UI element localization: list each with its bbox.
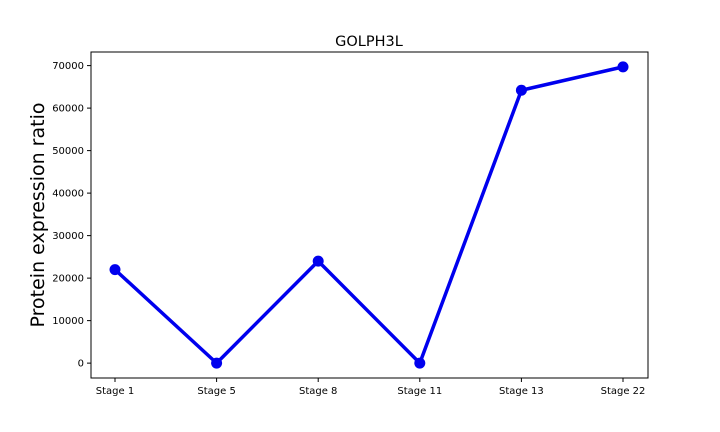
y-tick-label: 0 bbox=[78, 359, 84, 370]
data-point bbox=[515, 84, 527, 96]
data-point bbox=[617, 61, 629, 73]
x-axis: Stage 1 Stage 5 Stage 8 Stage 11 Stage 13 Sta… bbox=[96, 378, 646, 397]
x-tick-label: Stage 22 bbox=[601, 386, 646, 397]
x-tick-label: Stage 5 bbox=[197, 386, 235, 397]
plot-area-frame bbox=[90, 51, 649, 379]
data-series bbox=[109, 61, 629, 369]
y-tick-label: 20000 bbox=[52, 274, 84, 285]
x-tick-label: Stage 1 bbox=[96, 386, 134, 397]
x-tick-label: Stage 8 bbox=[299, 386, 337, 397]
y-tick-label: 40000 bbox=[52, 189, 84, 200]
y-tick-label: 30000 bbox=[52, 231, 84, 242]
data-point bbox=[109, 264, 121, 276]
y-axis-label: Protein expression ratio bbox=[27, 103, 49, 328]
y-tick-label: 60000 bbox=[52, 104, 84, 115]
data-point bbox=[414, 357, 426, 369]
y-tick-label: 10000 bbox=[52, 316, 84, 327]
y-tick-label: 50000 bbox=[52, 146, 84, 157]
chart-title: GOLPH3L bbox=[335, 34, 403, 50]
x-tick-label: Stage 13 bbox=[499, 386, 544, 397]
y-tick-label: 70000 bbox=[52, 61, 84, 72]
data-point bbox=[312, 255, 324, 267]
y-axis: 0 10000 20000 30000 40000 50000 60000 70000 bbox=[52, 61, 91, 370]
data-point bbox=[211, 357, 223, 369]
series-line bbox=[113, 65, 624, 365]
x-tick-label: Stage 11 bbox=[397, 386, 442, 397]
